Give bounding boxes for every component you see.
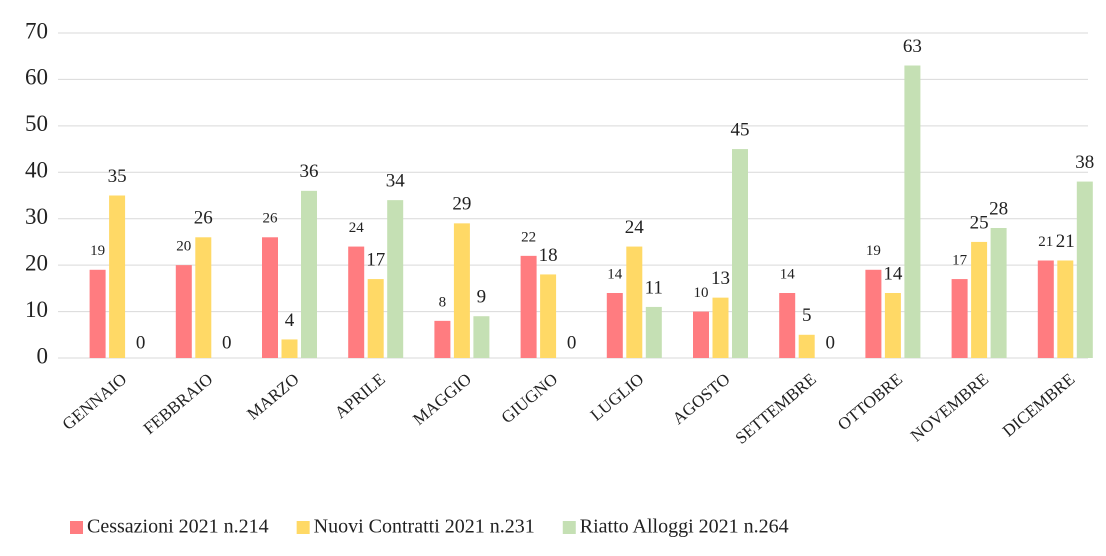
legend-label: Riatto Alloggi 2021 n.264 [580,516,789,538]
bar [281,339,298,358]
data-label: 4 [285,310,295,331]
legend-swatch [296,521,310,534]
data-label: 24 [625,217,645,238]
x-tick-label: MARZO [243,370,302,424]
bar [195,237,212,358]
data-label: 14 [607,266,623,282]
data-label: 22 [521,229,536,245]
bar [1076,181,1093,358]
bar [367,279,384,358]
y-tick-label: 70 [25,18,48,43]
data-label: 18 [539,245,558,266]
data-label: 0 [222,332,232,353]
x-tick-label: NOVEMBRE [907,370,992,446]
data-label: 17 [366,249,385,270]
bar [990,228,1007,358]
data-label: 38 [1075,152,1094,173]
y-tick-label: 60 [25,65,48,90]
data-label: 19 [866,243,881,259]
bar [732,149,748,358]
bar [520,255,537,358]
data-label: 5 [802,305,812,326]
bar [712,297,729,358]
data-label: 21 [1056,231,1075,252]
data-label: 8 [439,294,447,310]
data-label: 26 [194,208,213,229]
data-label: 34 [386,171,406,192]
data-label: 17 [952,253,968,269]
bar [884,293,901,358]
legend-label: Nuovi Contratti 2021 n.231 [314,516,535,538]
bar [904,65,921,358]
legend-swatch [562,521,576,534]
y-tick-label: 20 [25,250,48,275]
data-label: 25 [970,212,989,233]
data-label: 45 [731,119,750,140]
data-label: 13 [711,268,730,289]
bar [453,223,470,358]
data-label: 36 [300,161,319,182]
bar [951,279,968,358]
bar [175,265,192,358]
bar [540,274,557,358]
bar [262,237,278,358]
bar [971,241,988,358]
x-tick-label: OTTOBRE [834,370,906,435]
data-label: 29 [452,194,471,215]
x-tick-label: FEBBRAIO [140,370,217,439]
legend-swatch [70,521,83,534]
data-label: 35 [108,166,127,187]
bar [387,200,404,358]
bar [865,269,882,358]
bar [301,190,317,358]
bar [693,311,709,358]
bar [89,269,106,358]
data-label: 19 [90,243,105,259]
bar [348,246,365,358]
data-label: 24 [349,220,365,236]
x-tick-label: MAGGIO [409,370,475,429]
data-label: 10 [694,285,709,301]
x-tick-label: GENNAIO [59,370,131,434]
bar [779,293,796,358]
bar [1037,260,1054,358]
data-label: 0 [567,332,577,353]
data-label: 63 [903,36,922,57]
data-label: 9 [477,287,487,308]
x-tick-label: LUGLIO [587,370,648,425]
data-label: 14 [780,266,796,282]
y-tick-label: 50 [25,111,48,136]
y-tick-label: 30 [25,204,48,229]
data-label: 0 [136,332,146,353]
y-tick-label: 10 [25,297,48,322]
data-label: 26 [263,211,279,227]
y-tick-label: 0 [37,343,49,368]
x-tick-label: APRILE [331,370,389,423]
data-label: 28 [989,198,1008,219]
legend-label: Cessazioni 2021 n.214 [87,516,269,538]
bar [798,334,815,358]
bar [473,316,490,358]
bar [434,320,451,358]
bar [1057,260,1074,358]
data-label: 11 [645,277,663,298]
x-tick-label: DICEMBRE [999,370,1079,441]
data-label: 20 [176,239,191,255]
bar [645,306,662,358]
bar [606,293,623,358]
bar [109,195,126,358]
x-tick-label: GIUGNO [498,370,562,428]
x-tick-label: AGOSTO [669,370,734,429]
data-label: 14 [883,263,903,284]
data-label: 21 [1038,234,1053,250]
x-tick-label: SETTEMBRE [732,370,820,448]
data-label: 0 [825,332,835,353]
bar [626,246,643,358]
y-tick-label: 40 [25,158,48,183]
